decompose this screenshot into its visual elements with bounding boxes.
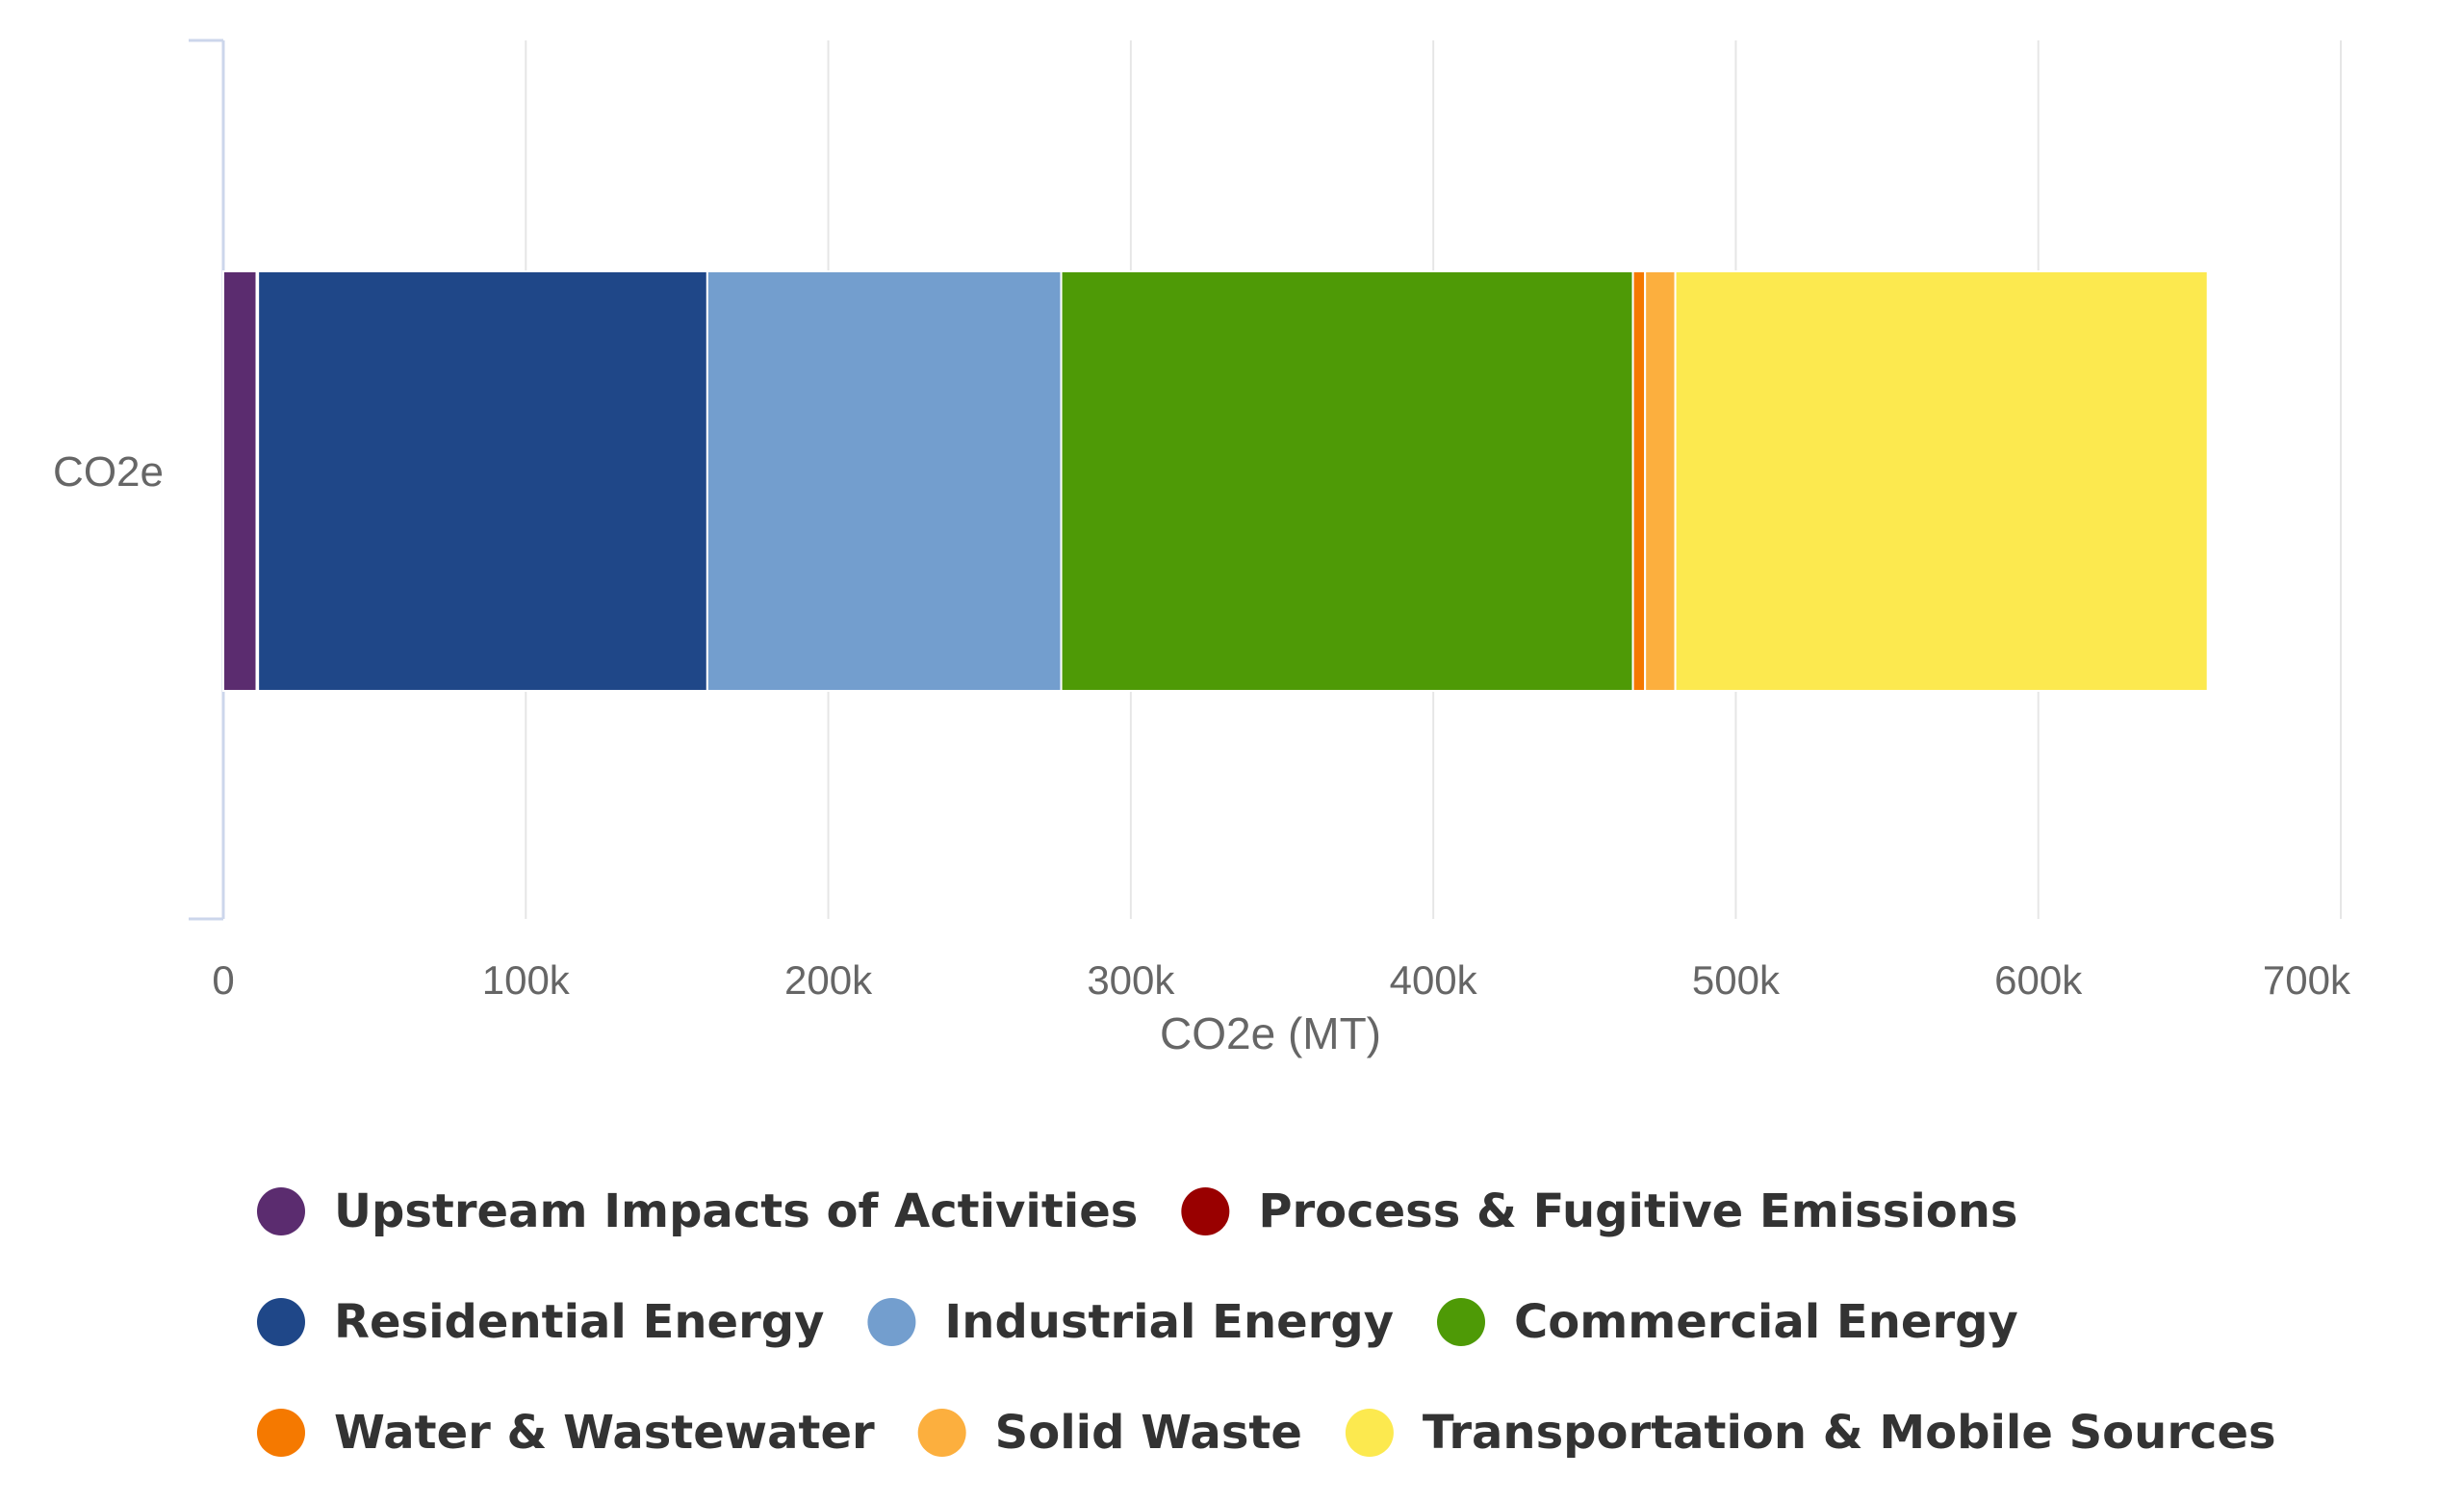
legend-marker [257, 1298, 305, 1346]
legend-marker [257, 1187, 305, 1235]
x-tick-label: 100k [482, 957, 571, 1003]
legend-marker [1181, 1187, 1230, 1235]
x-tick-label: 0 [212, 957, 234, 1003]
x-tick-label: 200k [784, 957, 873, 1003]
legend-item-label[interactable]: Solid Waste [995, 1406, 1302, 1460]
legend-item-label[interactable]: Process & Fugitive Emissions [1258, 1184, 2017, 1238]
legend-item-label[interactable]: Industrial Energy [944, 1295, 1394, 1349]
bar-segment-transportation-mobile-sources[interactable] [1674, 270, 2209, 692]
y-axis [189, 38, 225, 921]
category-label-co2e: CO2e [53, 448, 164, 496]
legend-marker [1437, 1298, 1486, 1346]
x-tick-label: 600k [1994, 957, 2083, 1003]
bar-segment-water-wastewater[interactable] [1631, 270, 1647, 692]
x-tick-label: 400k [1390, 957, 1478, 1003]
x-axis-ticks: 0 100k 200k 300k 400k 500k 600k 700k [212, 957, 2351, 1003]
x-axis-title: CO2e (MT) [1160, 1008, 1381, 1058]
legend-item-label[interactable]: Upstream Impacts of Activities [334, 1184, 1138, 1238]
legend-marker [1345, 1409, 1394, 1457]
bar-segments [222, 270, 2209, 692]
x-tick-label: 700k [2263, 957, 2351, 1003]
legend-item-label[interactable]: Transportation & Mobile Sources [1423, 1406, 2276, 1460]
x-tick-label: 500k [1692, 957, 1781, 1003]
x-tick-label: 300k [1087, 957, 1175, 1003]
legend-item-label[interactable]: Commercial Energy [1514, 1295, 2018, 1349]
bar-segment-residential-energy[interactable] [257, 270, 708, 692]
legend-marker [917, 1409, 966, 1457]
bar-segment-upstream-impacts-of-activities[interactable] [222, 270, 258, 692]
bar-segment-industrial-energy[interactable] [706, 270, 1063, 692]
legend-marker [867, 1298, 916, 1346]
bar-segment-commercial-energy[interactable] [1060, 270, 1634, 692]
legend-item-label[interactable]: Water & Wastewater [334, 1406, 875, 1460]
bar-segment-solid-waste[interactable] [1644, 270, 1677, 692]
legend-item-label[interactable]: Residential Energy [334, 1295, 824, 1349]
legend-marker [257, 1409, 305, 1457]
legend: Upstream Impacts of Activities Process & … [257, 1184, 2276, 1460]
